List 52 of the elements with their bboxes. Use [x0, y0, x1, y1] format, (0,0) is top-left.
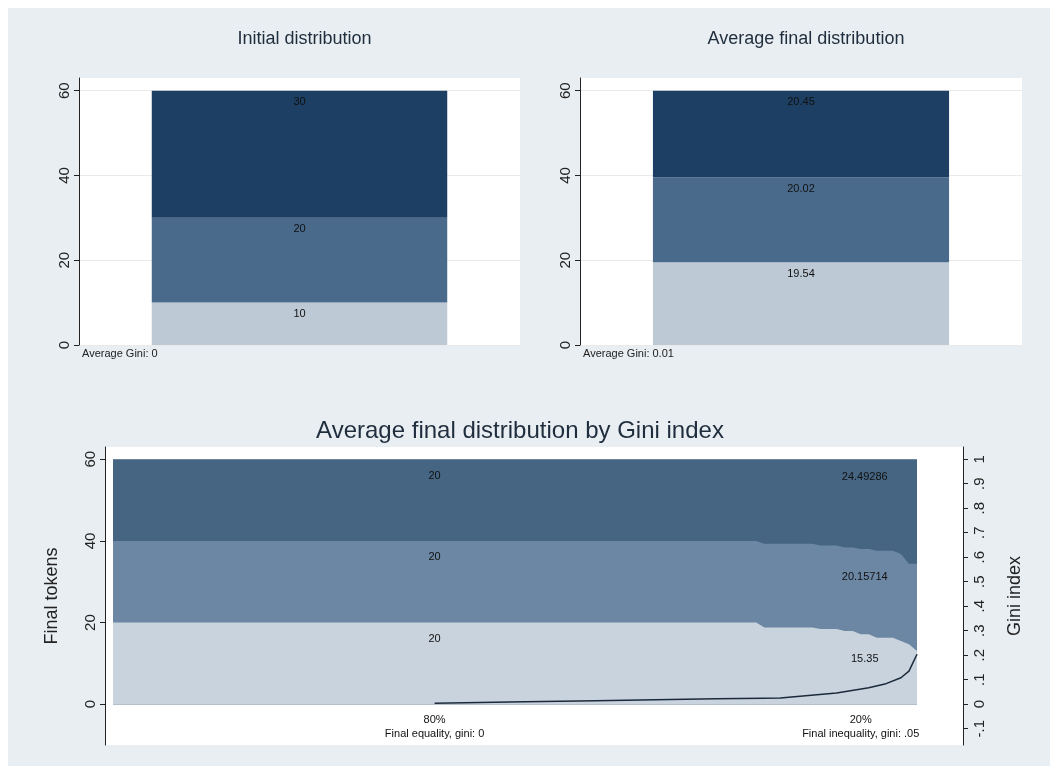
chart-title: Initial distribution — [237, 28, 372, 48]
y-tick-label: 0 — [55, 340, 72, 350]
y2-tick-label: .8 — [970, 501, 987, 515]
y2-tick-label: 0 — [970, 700, 987, 709]
y2-tick-label: .5 — [970, 575, 987, 588]
data-label: 19.54 — [787, 266, 815, 279]
y-tick-label: 40 — [55, 167, 72, 184]
chart-title: Average final distribution by Gini index — [316, 415, 724, 443]
y-tick-label: 20 — [81, 614, 98, 631]
annotation: 20.15714 — [841, 569, 888, 582]
y2-tick-label: .6 — [970, 550, 987, 564]
y-tick-label: 60 — [81, 450, 98, 468]
bar — [151, 302, 448, 345]
y-tick-label: 20 — [55, 251, 72, 269]
bar — [151, 217, 448, 303]
y2-tick-label: .9 — [970, 477, 987, 490]
data-label: 20 — [428, 632, 441, 645]
text: Average Gini: 0 — [82, 346, 158, 359]
data-label: 30 — [293, 95, 306, 108]
y-tick-label: 0 — [556, 340, 573, 350]
y-tick-label: 40 — [556, 167, 573, 184]
y2-tick-label: 1 — [970, 455, 987, 464]
data-label: 20.45 — [787, 95, 815, 108]
bar — [652, 177, 950, 263]
bar — [652, 90, 950, 178]
line-series — [433, 653, 918, 704]
y-tick-label: 20 — [556, 251, 573, 269]
annotation: 24.49286 — [841, 469, 888, 482]
x-tick-label: 80% Final equality, gini: 0 — [384, 713, 485, 740]
x-tick-label: 20% Final inequality, gini: .05 — [802, 713, 920, 740]
data-label: 10 — [293, 307, 306, 320]
bar — [151, 90, 448, 218]
bar — [652, 262, 950, 345]
data-label: 20 — [293, 222, 306, 235]
y-tick-label: 0 — [81, 700, 98, 709]
data-label: 20.02 — [787, 181, 815, 194]
y2-tick-label: .2 — [970, 648, 987, 662]
chart-title: Average final distribution — [707, 28, 905, 48]
data-label: 20 — [428, 468, 441, 481]
y2-tick-label: .7 — [970, 526, 987, 539]
text: Average Gini: 0.01 — [583, 346, 674, 359]
y-axis-title: Final tokens — [41, 547, 61, 645]
y-tick-label: 40 — [81, 532, 98, 550]
y2-tick-label: .1 — [970, 673, 987, 686]
y2-tick-label: .4 — [970, 599, 987, 613]
data-label: 20 — [428, 550, 441, 563]
y2-tick-label: .3 — [970, 624, 987, 637]
y-tick-label: 60 — [556, 82, 573, 100]
y-tick-label: 60 — [55, 82, 72, 100]
annotation: 15.35 — [850, 651, 879, 664]
y2-tick-label: -.1 — [970, 719, 987, 738]
y2-axis-title: Gini index — [1004, 555, 1024, 637]
